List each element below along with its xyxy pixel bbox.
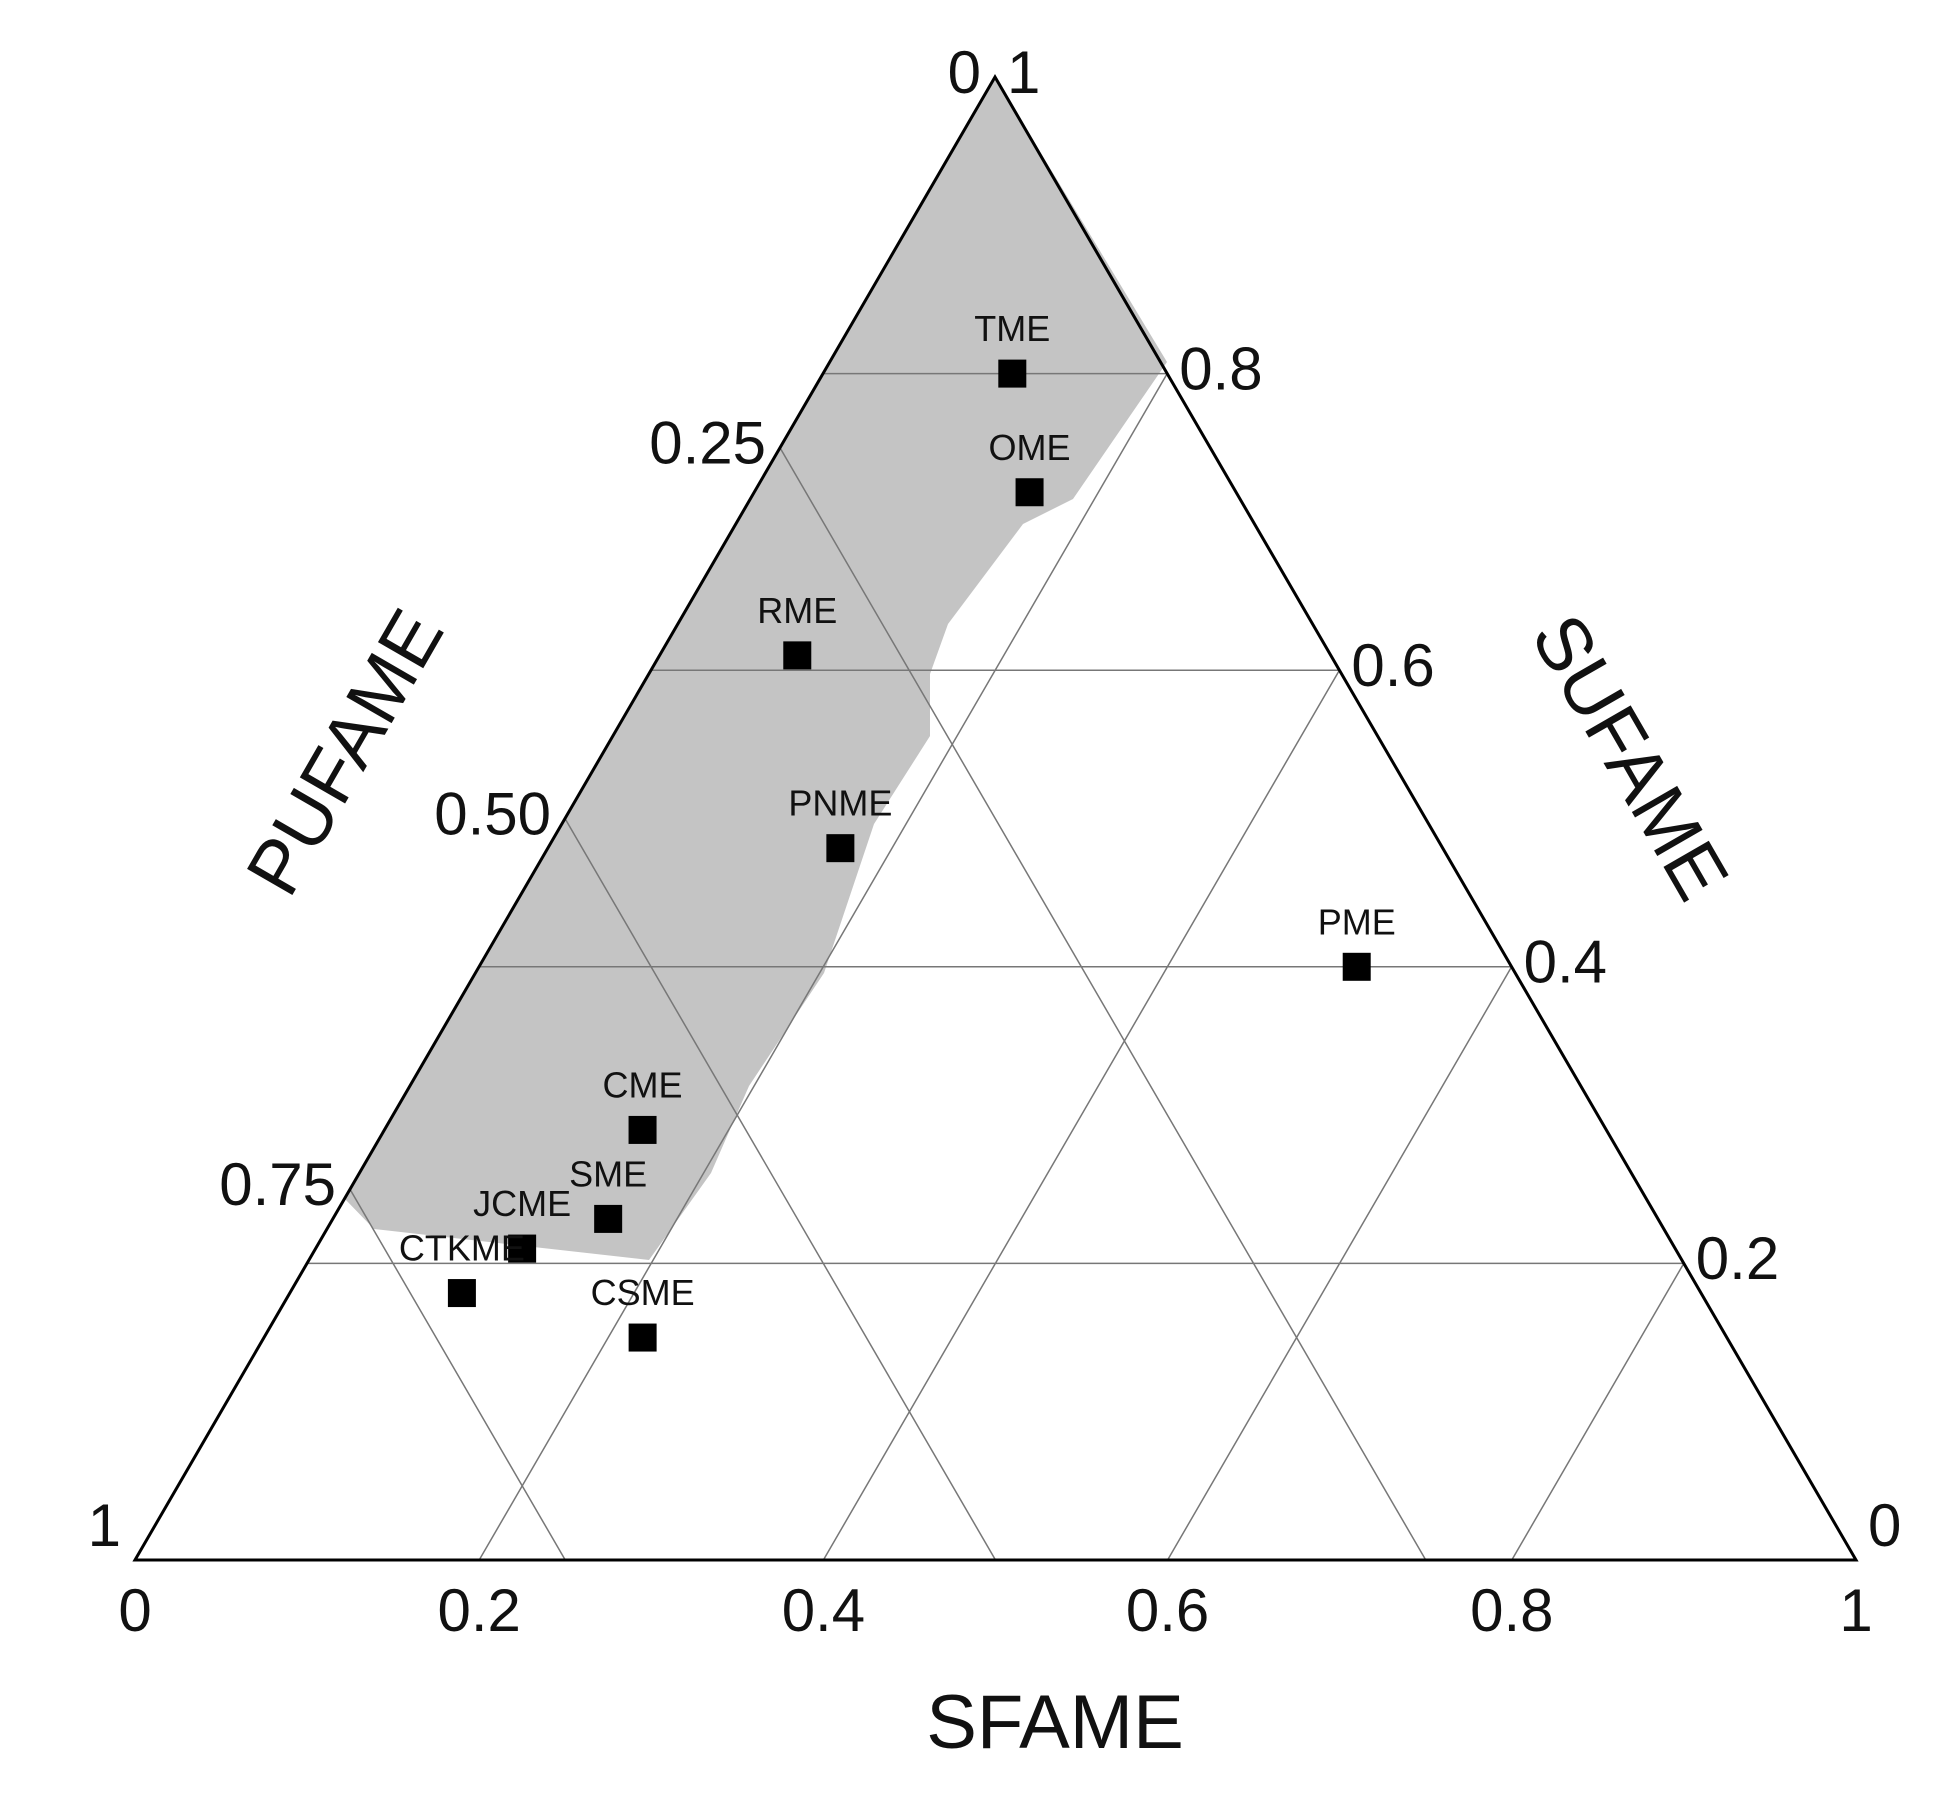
- point-label: PNME: [788, 783, 892, 824]
- data-point: [628, 1323, 657, 1352]
- axis-title: SUFAME: [1515, 601, 1745, 914]
- right-tick-label: 0.6: [1351, 632, 1434, 699]
- data-point: [1342, 952, 1371, 981]
- grid-line: [564, 818, 997, 1561]
- x-tick-label: 0.2: [437, 1577, 520, 1644]
- left-tick-label: 1: [88, 1492, 121, 1559]
- grid-line: [1511, 1263, 1685, 1561]
- x-tick-label: 1: [1839, 1577, 1872, 1644]
- point-label: TME: [974, 308, 1050, 349]
- x-tick-label: 0.8: [1470, 1577, 1553, 1644]
- triangle-frame: [132, 74, 1859, 1562]
- grid-line: [349, 1188, 566, 1561]
- grid-line: [779, 447, 1427, 1561]
- data-point: [783, 641, 812, 670]
- left-tick-label: 0.50: [434, 780, 551, 847]
- right-tick-label: 0.8: [1179, 335, 1262, 402]
- left-tick-label: 0.25: [649, 410, 766, 477]
- data-point: [508, 1234, 537, 1263]
- grid-line: [822, 669, 1341, 1561]
- point-label: CTKME: [399, 1228, 525, 1269]
- point-label: RME: [757, 590, 837, 631]
- data-point: [826, 834, 855, 863]
- x-tick-label: 0.6: [1126, 1577, 1209, 1644]
- data-point: [447, 1279, 476, 1308]
- left-tick-label: 0.75: [219, 1151, 336, 1218]
- point-label: PME: [1318, 901, 1396, 942]
- point-label: CSME: [591, 1272, 695, 1313]
- left-tick-label: 0: [948, 39, 981, 106]
- shaded-region: [344, 77, 1167, 1260]
- point-label: SME: [569, 1153, 647, 1194]
- axis-title: PUFAME: [230, 596, 460, 909]
- point-label: OME: [989, 427, 1071, 468]
- right-tick-label: 1: [1007, 39, 1040, 106]
- grid: [307, 372, 1685, 1561]
- axis-title: SFAME: [926, 1680, 1184, 1765]
- data-point: [1015, 478, 1044, 507]
- data-point: [594, 1204, 623, 1233]
- right-tick-label: 0: [1868, 1492, 1901, 1559]
- point-label: CME: [603, 1064, 683, 1105]
- x-tick-label: 0.4: [782, 1577, 865, 1644]
- right-tick-label: 0.2: [1696, 1225, 1779, 1292]
- data-point: [628, 1115, 657, 1144]
- x-tick-label: 0: [118, 1577, 151, 1644]
- data-point: [998, 359, 1027, 388]
- point-label: JCME: [473, 1183, 571, 1224]
- right-tick-label: 0.4: [1524, 929, 1607, 996]
